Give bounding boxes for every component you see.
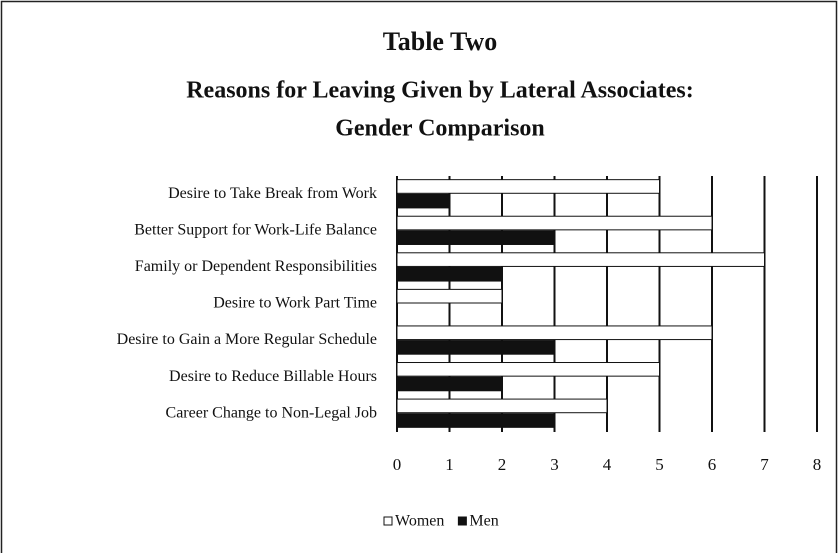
chart-subtitle: Gender Comparison: [335, 116, 545, 142]
x-tick-label: 2: [498, 455, 507, 474]
chart-subtitle: Reasons for Leaving Given by Lateral Ass…: [186, 78, 694, 104]
chart-title: Table Two: [383, 27, 497, 56]
bar: [396, 340, 555, 355]
x-tick-label: 3: [550, 455, 559, 474]
x-tick-label: 1: [445, 455, 454, 474]
bar: [396, 362, 660, 377]
y-tick-label: Desire to Take Break from Work: [168, 185, 377, 202]
bar: [396, 230, 555, 245]
x-tick-label: 8: [813, 455, 822, 474]
y-tick-label: Desire to Gain a More Regular Schedule: [117, 331, 377, 348]
x-tick-label: 0: [393, 455, 402, 474]
x-tick-label: 7: [760, 455, 769, 474]
y-tick-label: Desire to Reduce Billable Hours: [169, 368, 377, 385]
bar: [396, 413, 555, 428]
x-tick-label: 4: [603, 455, 612, 474]
y-tick-label: Family or Dependent Responsibilities: [135, 258, 377, 275]
y-tick-label: Better Support for Work-Life Balance: [134, 222, 377, 239]
x-tick-label: 6: [708, 455, 717, 474]
legend-swatch: [383, 516, 393, 526]
legend-swatch: [457, 516, 467, 526]
bar: [396, 179, 660, 194]
bar: [396, 215, 713, 231]
bar: [396, 325, 713, 341]
bar: [396, 252, 765, 267]
bar: [396, 193, 450, 209]
bar: [396, 288, 503, 304]
bar: [396, 398, 608, 414]
y-tick-label: Desire to Work Part Time: [213, 295, 377, 312]
x-tick-label: 5: [655, 455, 664, 474]
legend-label: Women: [395, 513, 444, 530]
y-tick-label: Career Change to Non-Legal Job: [166, 404, 377, 421]
bar: [396, 376, 503, 392]
legend-label: Men: [469, 513, 498, 530]
bar: [396, 266, 503, 282]
